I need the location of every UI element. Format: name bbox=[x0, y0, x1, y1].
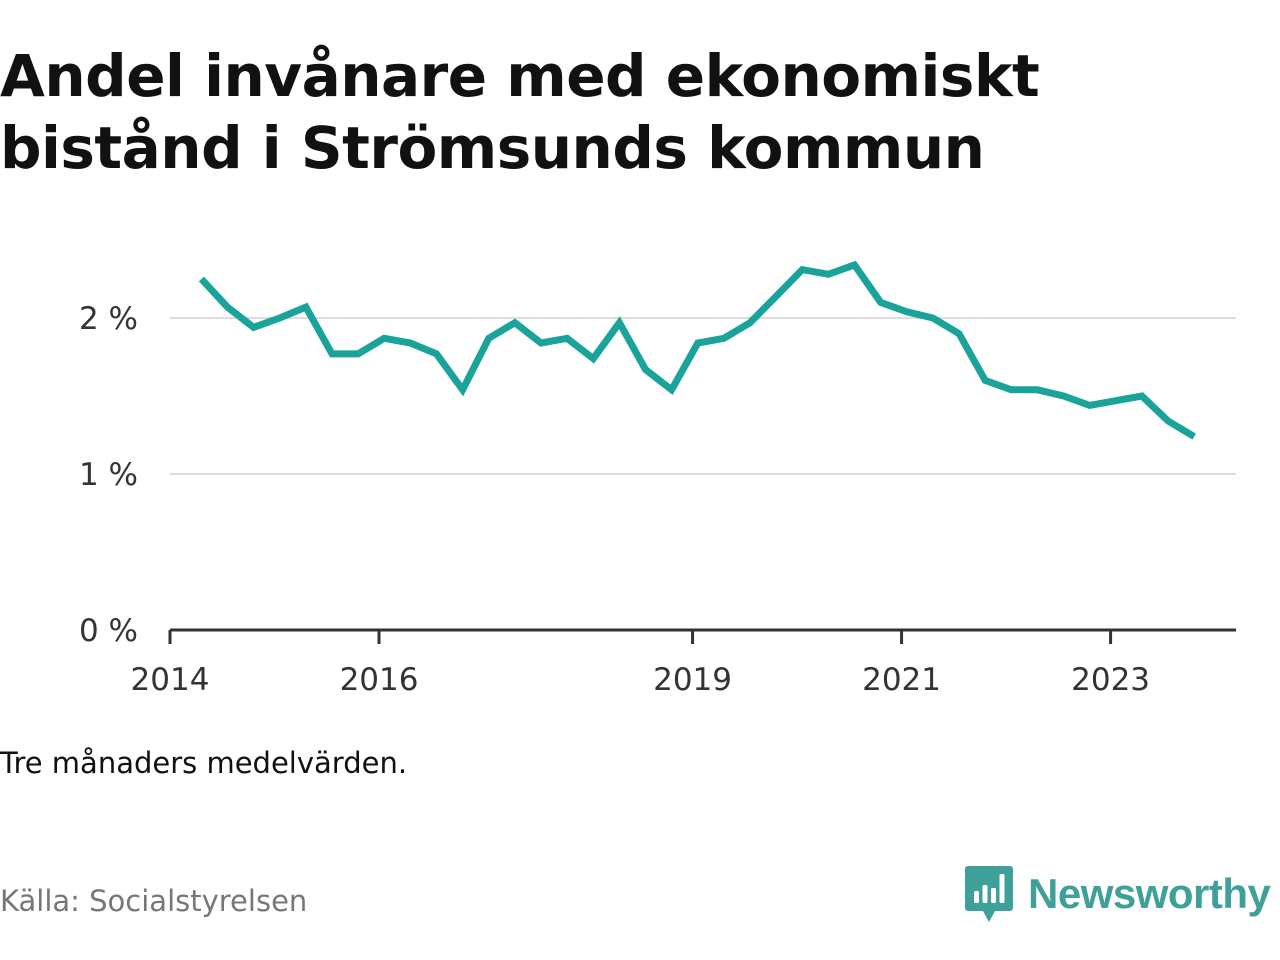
y-tick-label-1: 1 % bbox=[79, 457, 138, 493]
x-axis bbox=[168, 628, 1236, 644]
x-tick-label-1: 2016 bbox=[340, 662, 419, 698]
source-credit: Källa: Socialstyrelsen bbox=[0, 884, 308, 918]
x-axis-tick-labels: 2014 2016 2019 2021 2023 bbox=[131, 662, 1150, 698]
chart-title: Andel invånare med ekonomiskt bistånd i … bbox=[0, 42, 1040, 182]
y-tick-label-0: 0 % bbox=[79, 613, 138, 649]
series-line-0 bbox=[198, 260, 1196, 440]
x-tick-label-4: 2023 bbox=[1071, 662, 1150, 698]
line-chart: 0 % 1 % 2 % 2014 2016 2019 2021 2023 bbox=[79, 260, 1236, 698]
series-layer bbox=[198, 260, 1196, 440]
bar-chart-speech-bubble-icon bbox=[965, 866, 1013, 922]
x-tick-label-0: 2014 bbox=[131, 662, 210, 698]
grid-lines bbox=[170, 317, 1236, 475]
chart-note: Tre månaders medelvärden. bbox=[0, 746, 408, 780]
y-tick-label-2: 2 % bbox=[79, 301, 138, 337]
x-tick-label-2: 2019 bbox=[653, 662, 732, 698]
newsworthy-logo: Newsworthy bbox=[964, 864, 1271, 924]
x-tick-label-3: 2021 bbox=[862, 662, 941, 698]
y-axis-tick-labels: 0 % 1 % 2 % bbox=[79, 301, 138, 649]
brand-name: Newsworthy bbox=[1028, 870, 1271, 917]
